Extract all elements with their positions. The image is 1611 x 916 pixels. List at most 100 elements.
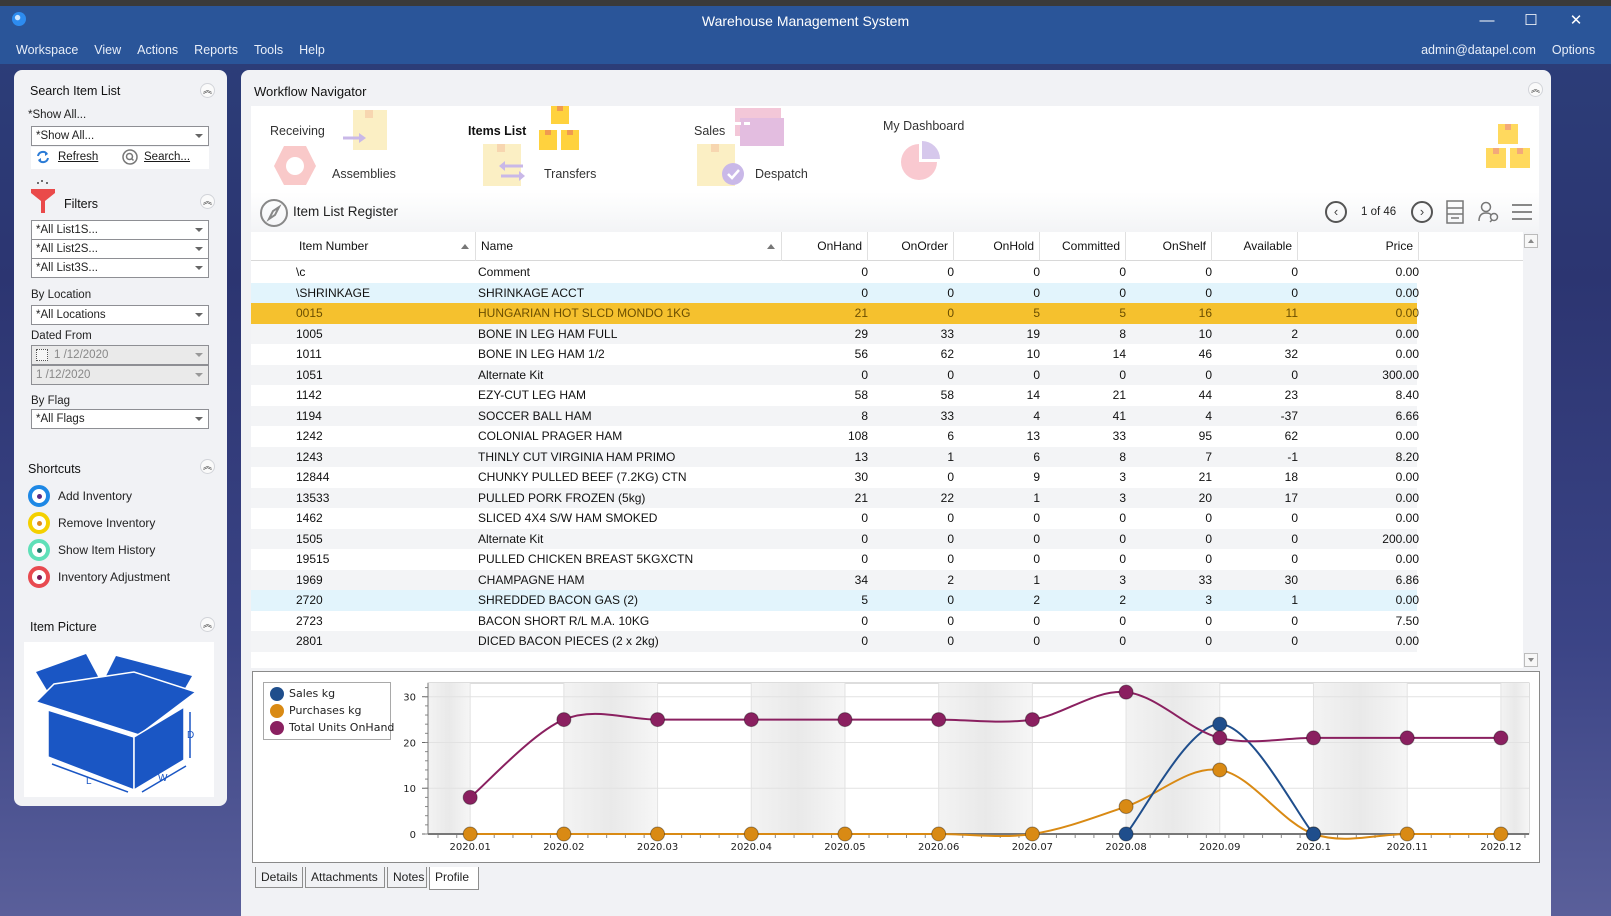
cell-onhold: 9	[1033, 470, 1040, 484]
column-header-price[interactable]: Price	[1298, 232, 1419, 261]
table-row[interactable]: 1462 SLICED 4X4 S/W HAM SMOKED 0 0 0 0 0 0 0.00	[251, 508, 1419, 529]
show-all-select[interactable]: *Show All...	[31, 126, 209, 146]
column-header-item-number[interactable]: Item Number	[294, 232, 476, 261]
previous-page-button[interactable]: ‹	[1325, 201, 1347, 223]
search-link[interactable]: Search...	[144, 151, 191, 163]
scroll-down-button[interactable]	[1524, 653, 1538, 667]
data-point	[650, 826, 666, 842]
workflow-sales[interactable]: Sales	[694, 124, 726, 138]
tab-details[interactable]: Details	[255, 867, 303, 888]
workflow-my-dashboard[interactable]: My Dashboard	[883, 119, 965, 133]
x-tick-label: 2020.08	[1105, 842, 1146, 853]
tab-profile[interactable]: Profile	[429, 867, 479, 890]
menu-view[interactable]: View	[94, 43, 122, 57]
cell-onorder: 0	[947, 511, 954, 525]
cell-committed: 0	[1119, 613, 1126, 628]
table-row[interactable]: 1505 Alternate Kit 0 0 0 0 0 0 200.00	[251, 528, 1419, 549]
table-row[interactable]: 1969 CHAMPAGNE HAM 34 2 1 3 33 30 6.86	[251, 569, 1419, 590]
date-enable-checkbox[interactable]	[36, 349, 48, 361]
cell-price: 0.00	[1395, 347, 1419, 361]
user-search-icon[interactable]	[1478, 201, 1500, 223]
column-header-onhold[interactable]: OnHold	[954, 232, 1040, 261]
table-row[interactable]: 1142 EZY-CUT LEG HAM 58 58 14 21 44 23 8.40	[251, 385, 1419, 406]
cell-onhold: 0	[1033, 613, 1040, 628]
table-row[interactable]: 1051 Alternate Kit 0 0 0 0 0 0 300.00	[251, 364, 1419, 385]
table-row[interactable]: 2801 DICED BACON PIECES (2 x 2kg) 0 0 0 0 0 0 0.…	[251, 631, 1419, 652]
collapse-filters-button[interactable]: ︽	[200, 194, 215, 209]
table-row[interactable]: 1194 SOCCER BALL HAM 8 33 4 41 4 -37 6.66	[251, 405, 1419, 426]
workflow-navigator-title: Workflow Navigator	[254, 84, 367, 99]
menu-tools[interactable]: Tools	[253, 43, 284, 57]
column-header-name[interactable]: Name	[476, 232, 782, 261]
location-select[interactable]: *All Locations	[31, 305, 209, 325]
workflow-items-list[interactable]: Items List	[468, 124, 527, 138]
table-row[interactable]: 1005 BONE IN LEG HAM FULL 29 33 19 8 10 2 0.00	[251, 323, 1419, 344]
cell-onshelf: 7	[1205, 449, 1212, 464]
options-menu[interactable]: Options	[1551, 43, 1595, 57]
workflow-receiving[interactable]: Receiving	[270, 124, 325, 138]
table-row[interactable]: 1243 THINLY CUT VIRGINIA HAM PRIMO 13 1 6 8 7 -…	[251, 446, 1419, 467]
cell-onorder: 0	[947, 285, 954, 300]
cell-name: SHREDDED BACON GAS (2)	[478, 593, 639, 607]
next-page-button[interactable]: ›	[1411, 201, 1433, 223]
menu-hamburger-icon[interactable]	[1511, 202, 1533, 222]
scroll-up-button[interactable]	[1524, 234, 1538, 248]
list2-select[interactable]: *All List2S...	[31, 239, 209, 259]
cell-onhold: 0	[1033, 552, 1040, 566]
sales-icon	[735, 108, 784, 146]
column-header-available[interactable]: Available	[1212, 232, 1298, 261]
table-row[interactable]: 12844 CHUNKY PULLED BEEF (7.2KG) CTN 30 0 9 3…	[251, 467, 1419, 488]
x-tick-label: 2020.03	[637, 842, 678, 853]
legend-marker-icon	[270, 704, 284, 718]
tab-attachments[interactable]: Attachments	[305, 867, 385, 888]
flag-select[interactable]: *All Flags	[31, 409, 209, 429]
workflow-assemblies[interactable]: Assemblies	[332, 167, 396, 181]
table-row[interactable]: 1242 COLONIAL PRAGER HAM 108 6 13 33 95 62 0.00	[251, 426, 1419, 447]
collapse-shortcuts-button[interactable]: ︽	[200, 459, 215, 474]
date-to-picker[interactable]: 1 /12/2020	[31, 365, 209, 385]
column-header-onorder[interactable]: OnOrder	[868, 232, 954, 261]
collapse-workflow-button[interactable]: ︽	[1528, 82, 1543, 97]
close-button[interactable]: ✕	[1569, 12, 1583, 29]
refresh-link[interactable]: Refresh	[58, 151, 99, 163]
date-from-picker[interactable]: 1 /12/2020	[31, 345, 209, 365]
table-row[interactable]: 1011 BONE IN LEG HAM 1/2 56 62 10 14 46 32 0.00	[251, 344, 1419, 365]
table-row[interactable]: \c Comment 0 0 0 0 0 0 0.00	[251, 262, 1419, 283]
column-header-committed[interactable]: Committed	[1040, 232, 1126, 261]
grid-vertical-scrollbar[interactable]	[1523, 232, 1539, 668]
minimize-button[interactable]: —	[1479, 12, 1495, 29]
cell-committed: 8	[1119, 449, 1126, 464]
table-row[interactable]: 2723 BACON SHORT R/L M.A. 10KG 0 0 0 0 0 0 7.50	[251, 611, 1419, 632]
date-from-value: 1 /12/2020	[54, 349, 109, 361]
collapse-picture-button[interactable]: ︽	[200, 617, 215, 632]
report-layout-icon[interactable]	[1446, 200, 1464, 224]
menu-actions[interactable]: Actions	[137, 43, 179, 57]
y-tick-label: 30	[403, 693, 416, 704]
collapse-search-button[interactable]: ︽	[200, 83, 215, 98]
cell-committed: 33	[1112, 429, 1126, 443]
menu-help[interactable]: Help	[299, 43, 325, 57]
list1-select[interactable]: *All List1S...	[31, 220, 209, 240]
cell-onhold: 0	[1033, 265, 1040, 279]
legend-marker-icon	[270, 721, 284, 735]
cell-item-number: 1142	[296, 388, 322, 402]
workflow-despatch[interactable]: Despatch	[755, 167, 808, 181]
cell-available: 0	[1291, 511, 1298, 525]
menu-reports[interactable]: Reports	[194, 43, 238, 57]
workflow-transfers[interactable]: Transfers	[544, 167, 597, 181]
table-row[interactable]: 0015 HUNGARIAN HOT SLCD MONDO 1KG 21 0 5 5 16 1…	[251, 303, 1419, 324]
table-row[interactable]: 19515 PULLED CHICKEN BREAST 5KGXCTN 0 0 0 0 0 0…	[251, 549, 1419, 570]
table-row[interactable]: \SHRINKAGE SHRINKAGE ACCT 0 0 0 0 0 0 0.00	[251, 282, 1419, 303]
cell-onorder: 0	[947, 552, 954, 566]
tab-notes[interactable]: Notes	[387, 867, 427, 888]
table-row[interactable]: 2720 SHREDDED BACON GAS (2) 5 0 2 2 3 1 0.00	[251, 590, 1419, 611]
data-point	[837, 826, 853, 842]
table-row[interactable]: 13533 PULLED PORK FROZEN (5kg) 21 22 1 3 20 17 0…	[251, 487, 1419, 508]
column-header-onhand[interactable]: OnHand	[782, 232, 868, 261]
menu-workspace[interactable]: Workspace	[16, 43, 79, 57]
column-header-onshelf[interactable]: OnShelf	[1126, 232, 1212, 261]
list3-select[interactable]: *All List3S...	[31, 258, 209, 278]
cell-price: 0.00	[1395, 511, 1419, 525]
user-account[interactable]: admin@datapel.com	[1421, 43, 1536, 57]
maximize-button[interactable]: ☐	[1524, 12, 1538, 29]
